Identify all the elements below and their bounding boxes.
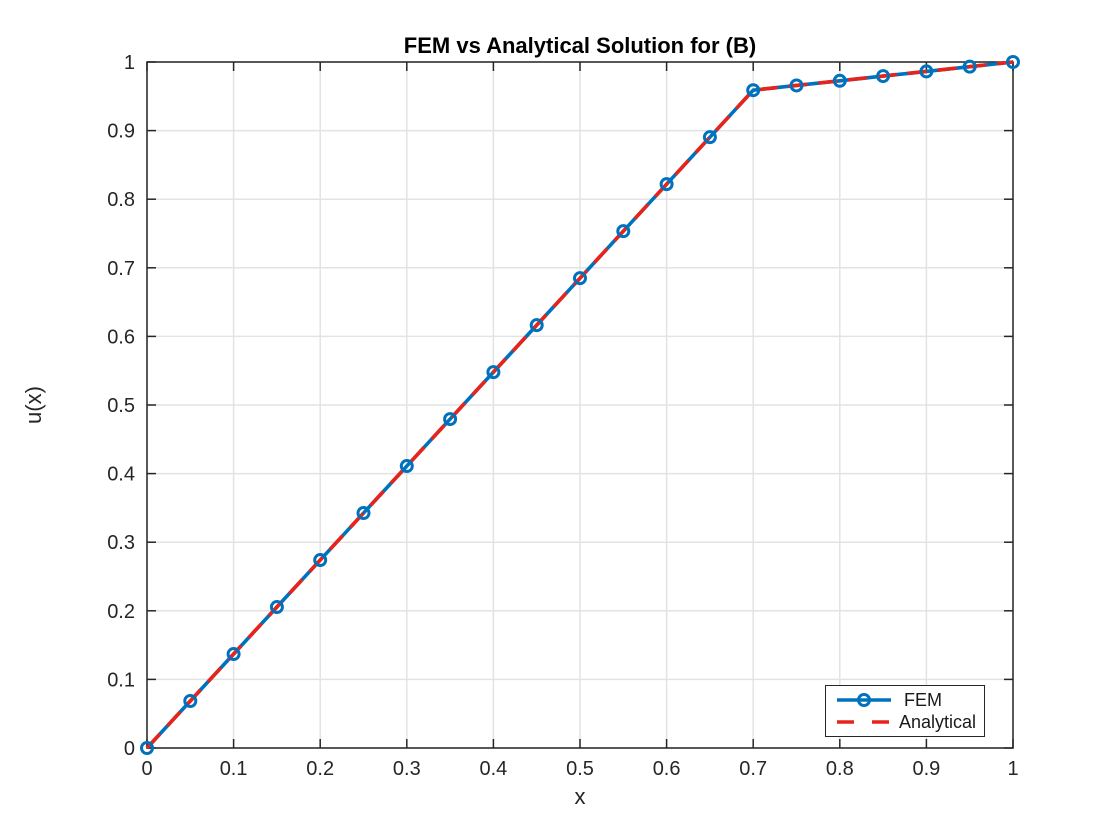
fem-marker (140, 741, 154, 755)
y-tick-label: 0.9 (107, 121, 135, 143)
fem-marker (789, 78, 804, 93)
fem-marker (226, 647, 241, 662)
plot-title: FEM vs Analytical Solution for (B) (403, 33, 757, 58)
legend-entry-analytical: Analytical (834, 711, 976, 733)
fem-marker (1006, 55, 1020, 69)
fem-marker (399, 459, 414, 474)
fem-marker (529, 318, 544, 333)
x-tick-label: 0.8 (826, 758, 854, 780)
y-tick-label: 0.6 (107, 326, 135, 348)
fem-marker (183, 694, 198, 709)
analytical-line (145, 60, 1014, 750)
x-tick-label: 0.9 (912, 758, 940, 780)
y-tick-label: 1 (124, 52, 135, 74)
fem-marker (832, 73, 847, 88)
y-tick-label: 0.4 (107, 464, 135, 486)
x-tick-label: 0 (141, 758, 152, 780)
x-tick-label: 0.3 (393, 758, 421, 780)
y-axis-label: u(x) (21, 386, 46, 424)
fem-legend-marker (857, 692, 871, 707)
x-tick-label: 0.5 (566, 758, 594, 780)
y-tick-label: 0 (124, 738, 135, 760)
fem-marker (876, 69, 891, 84)
fem-marker (356, 506, 371, 521)
legend-label-analytical: Analytical (898, 712, 976, 733)
legend-entry-fem: FEM (834, 689, 976, 711)
fem-marker (659, 177, 674, 192)
y-tick-label: 0.2 (107, 601, 135, 623)
fem-marker (269, 600, 284, 615)
analytical-legend-swatch (837, 720, 889, 725)
fem-marker (313, 553, 328, 568)
x-axis-label: x (574, 784, 586, 809)
x-tick-label: 0.7 (739, 758, 767, 780)
y-tick-label: 0.8 (107, 189, 135, 211)
fem-marker (919, 64, 934, 79)
x-tick-label: 0.4 (479, 758, 507, 780)
fem-marker (702, 130, 717, 145)
x-tick-label: 0.1 (220, 758, 248, 780)
legend-label-fem: FEM (904, 689, 942, 710)
fem-marker (443, 412, 458, 427)
fem-marker (962, 59, 977, 74)
fem-marker (486, 365, 501, 380)
y-tick-label: 0.5 (107, 395, 135, 417)
y-tick-label: 0.1 (107, 669, 135, 691)
x-tick-label: 0.6 (653, 758, 681, 780)
fem-marker (616, 224, 631, 239)
fem-marker (573, 271, 587, 286)
x-tick-label: 1 (1007, 758, 1018, 780)
fem-legend-swatch (837, 692, 891, 707)
x-tick-label: 0.2 (306, 758, 334, 780)
y-tick-label: 0.7 (107, 258, 135, 280)
fem-marker (746, 83, 761, 98)
y-tick-label: 0.3 (107, 532, 135, 554)
legend-box: FEM Analytical (825, 685, 985, 737)
